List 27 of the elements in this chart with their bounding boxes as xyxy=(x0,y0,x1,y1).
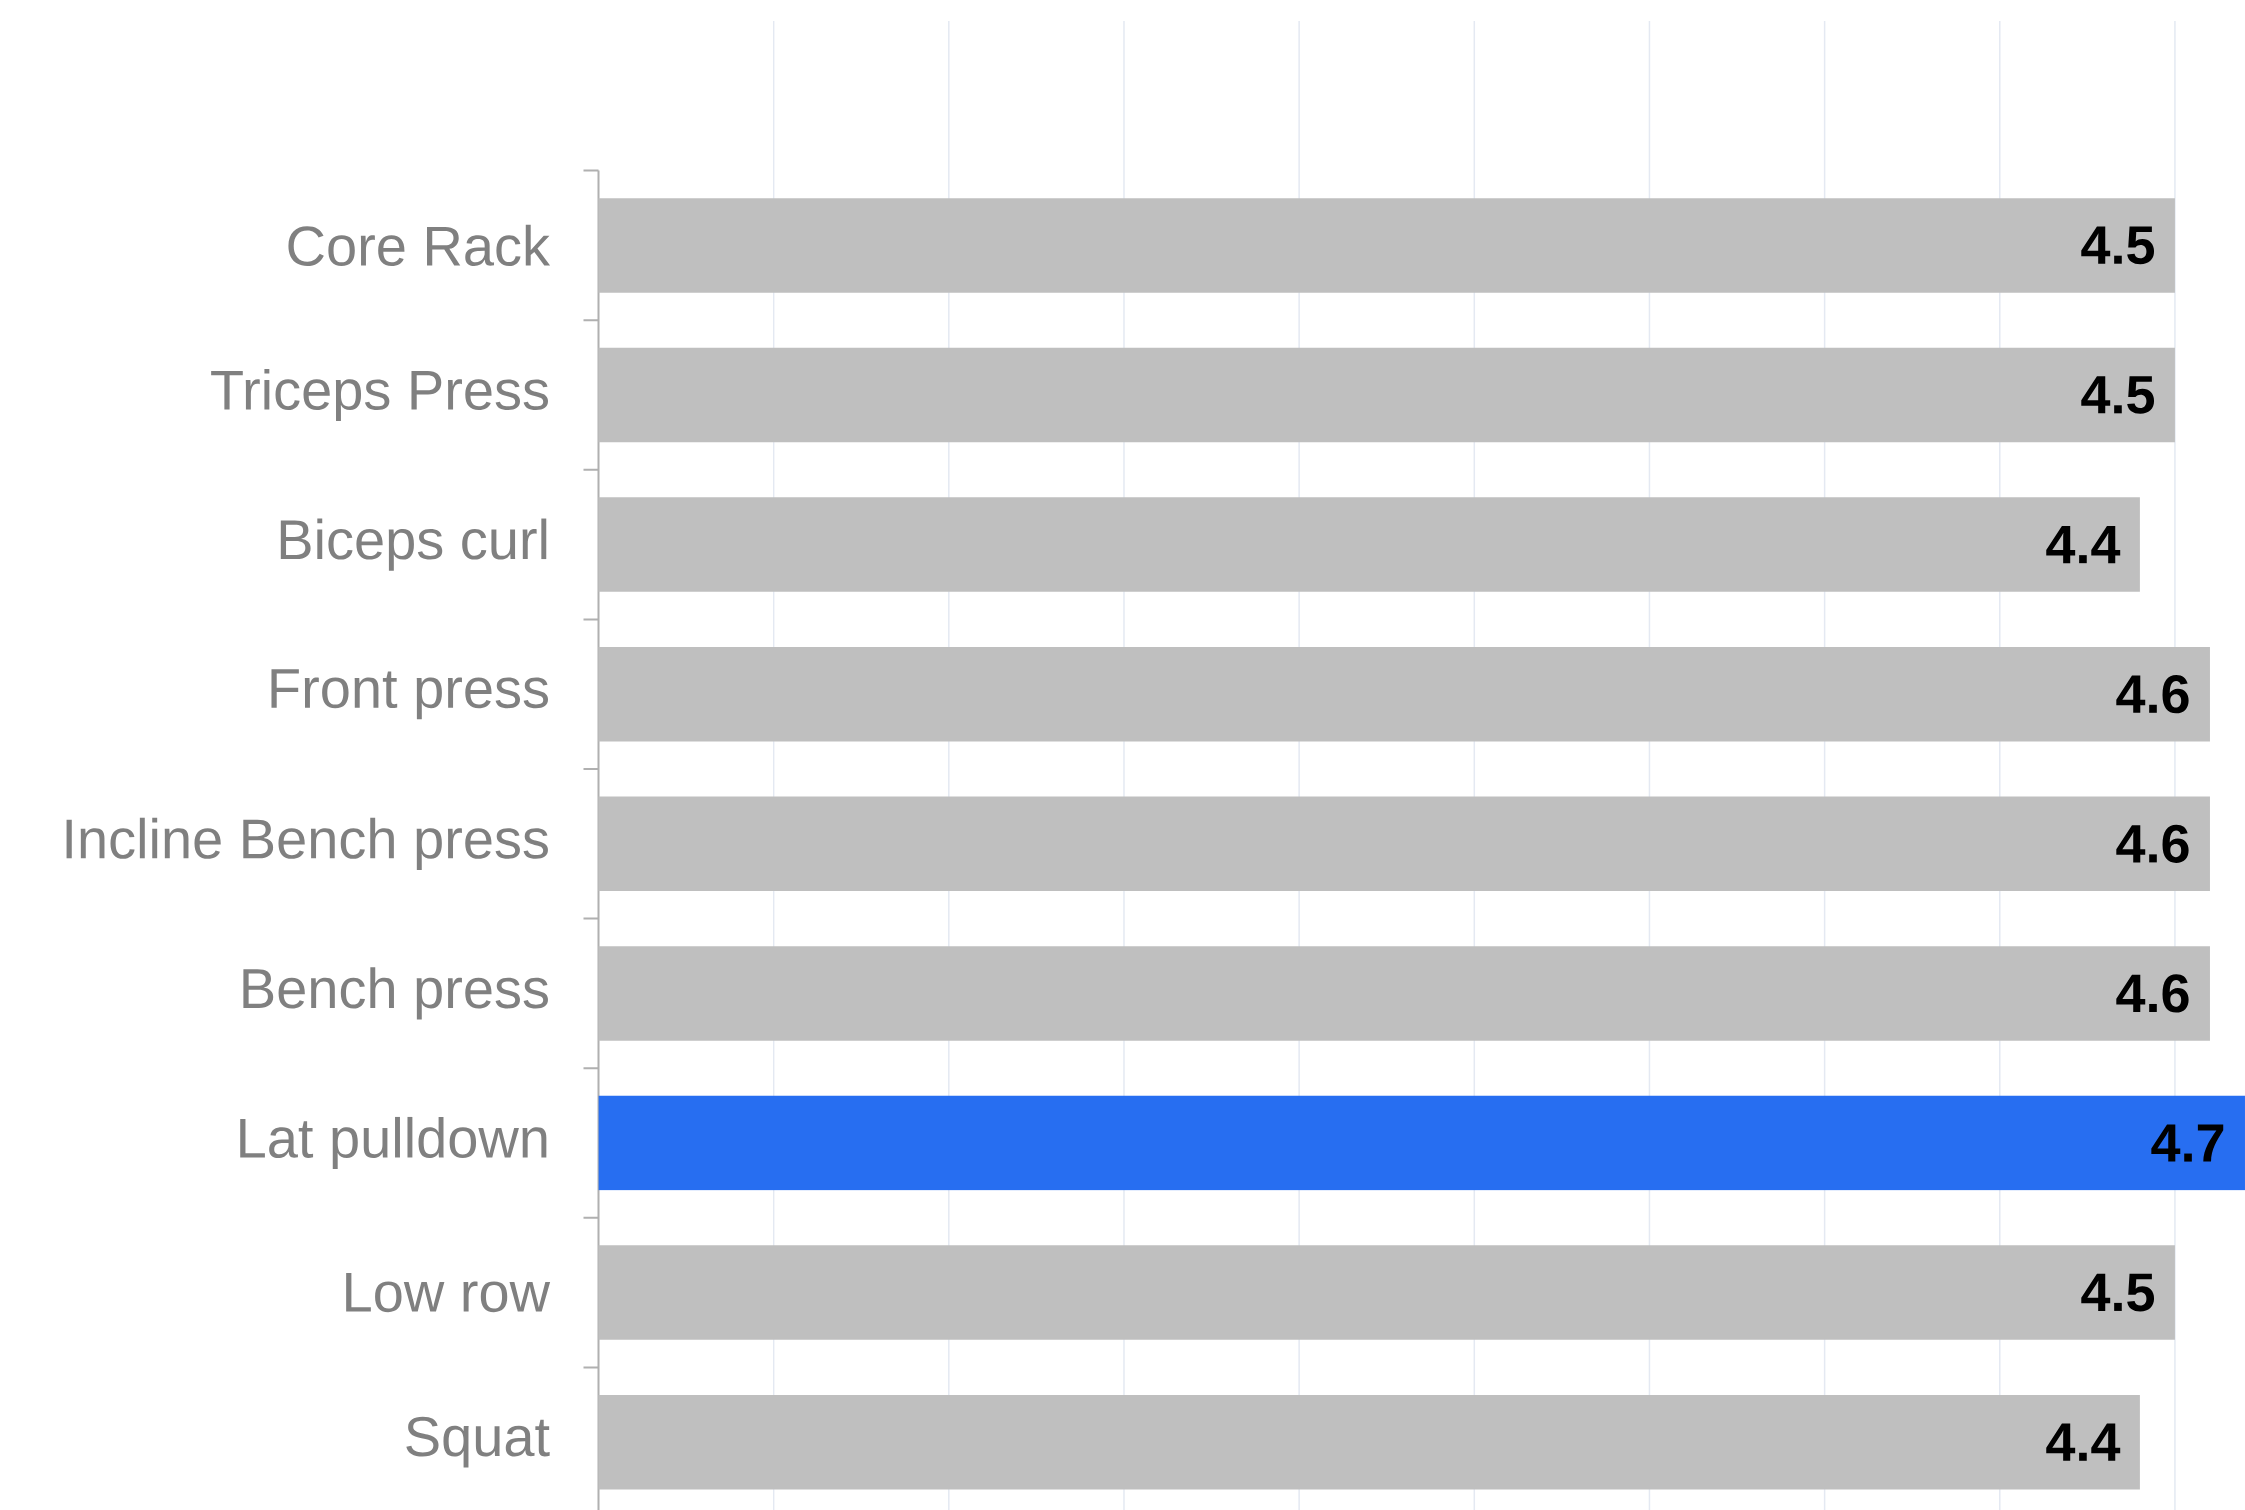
y-tick-label: Front press xyxy=(271,669,549,720)
data-label: 4.5 xyxy=(2081,1273,2155,1312)
data-label: 4.5 xyxy=(2081,376,2155,414)
data-label: 4.6 xyxy=(2116,824,2189,863)
bar xyxy=(598,347,2175,443)
y-tick-label: Bench press xyxy=(243,967,548,1020)
bar xyxy=(598,646,2210,742)
bar xyxy=(598,946,2210,1041)
bar xyxy=(598,198,2175,293)
data-label: 4.4 xyxy=(2046,526,2121,564)
y-tick-label: Lat pulldown xyxy=(240,1116,547,1170)
y-tick-label: Biceps curl xyxy=(280,518,547,571)
y-tick-label: Triceps Press xyxy=(211,368,548,422)
bar xyxy=(598,1394,2140,1490)
bar xyxy=(598,1095,2245,1191)
bar xyxy=(598,1245,2175,1340)
bar xyxy=(598,796,2210,892)
y-tick-label: Squat xyxy=(406,1416,550,1468)
data-label: 4.4 xyxy=(2046,1423,2121,1461)
data-label: 4.6 xyxy=(2116,675,2189,714)
data-label: 4.6 xyxy=(2116,974,2189,1013)
bar xyxy=(598,497,2140,592)
y-tick-label: Incline Bench press xyxy=(66,817,548,870)
data-label: 4.7 xyxy=(2151,1124,2224,1162)
y-tick-label: Low row xyxy=(346,1273,551,1313)
y-tick-label: Core Rack xyxy=(288,224,551,266)
data-label: 4.5 xyxy=(2081,226,2155,265)
